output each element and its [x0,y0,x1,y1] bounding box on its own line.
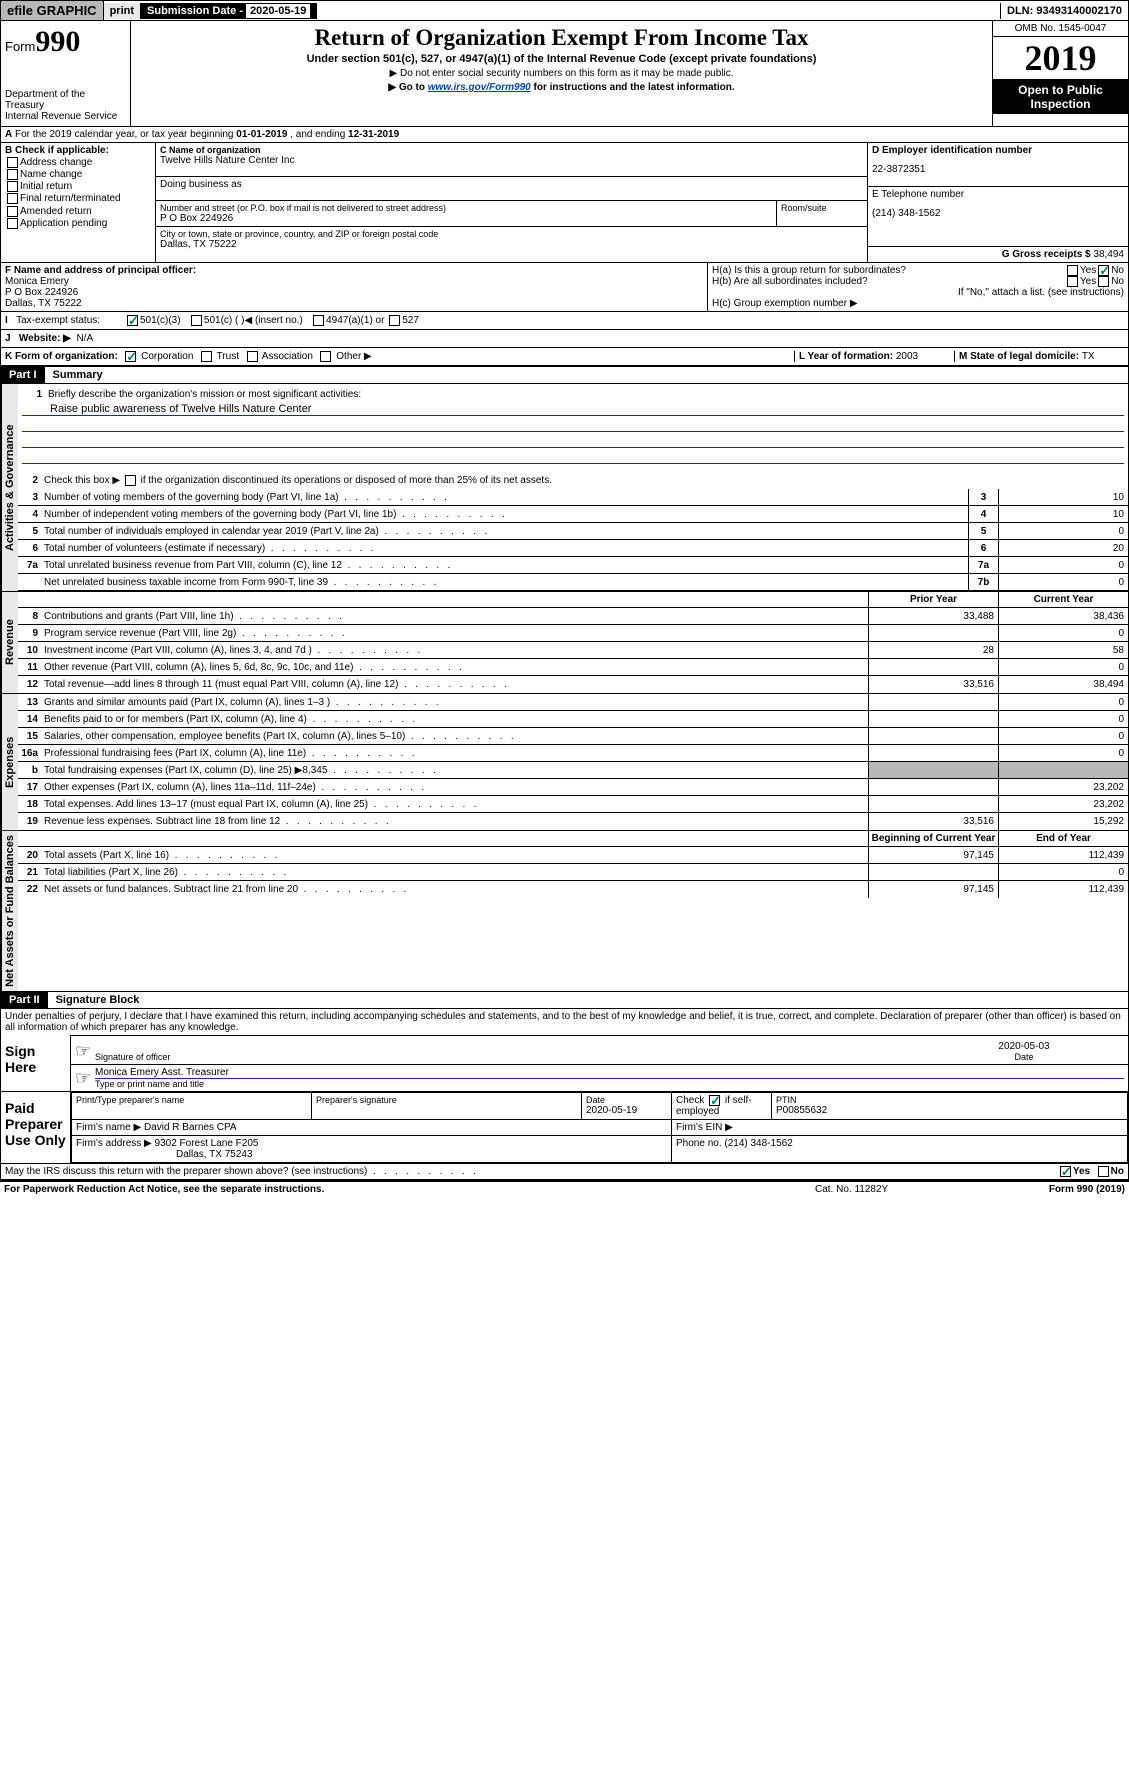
governance-label: Activities & Governance [1,384,18,591]
mission-text: Raise public awareness of Twelve Hills N… [22,403,1124,416]
paperwork-notice: For Paperwork Reduction Act Notice, see … [0,1180,1129,1197]
col-b-checkboxes: B Check if applicable: Address change Na… [1,143,156,262]
h-b-question: H(b) Are all subordinates included? [712,276,1065,287]
line-row: b Total fundraising expenses (Part IX, c… [18,762,1128,779]
phone-row: E Telephone number (214) 348-1562 [868,187,1128,247]
tax-status-row: I Tax-exempt status: 501(c)(3) 501(c) ( … [0,312,1129,330]
form-subtitle-3: ▶ Go to www.irs.gov/Form990 for instruct… [135,82,988,93]
other-checkbox[interactable] [320,351,331,362]
corp-checkbox[interactable] [125,351,136,362]
line-row: 10 Investment income (Part VIII, column … [18,642,1128,659]
checkbox-amended-return[interactable]: Amended return [5,206,151,217]
4947-checkbox[interactable] [313,315,324,326]
form-title: Return of Organization Exempt From Incom… [135,25,988,51]
checkbox-initial-return[interactable]: Initial return [5,181,151,192]
officer-block: F Name and address of principal officer:… [0,263,1129,312]
trust-checkbox[interactable] [201,351,212,362]
q1-text: Briefly describe the organization's miss… [46,388,1124,401]
instructions-link[interactable]: www.irs.gov/Form990 [428,82,531,93]
line-row: 20 Total assets (Part X, line 16) 97,145… [18,847,1128,864]
net-assets-section: Net Assets or Fund Balances Beginning of… [0,830,1129,992]
line-row: 3 Number of voting members of the govern… [18,489,1128,506]
527-checkbox[interactable] [389,315,400,326]
501c3-checkbox[interactable] [127,315,138,326]
dba-row: Doing business as [156,177,867,201]
tax-year: 2019 [993,37,1128,80]
line-row: 19 Revenue less expenses. Subtract line … [18,813,1128,830]
assoc-checkbox[interactable] [247,351,258,362]
501c-checkbox[interactable] [191,315,202,326]
signature-block: Under penalties of perjury, I declare th… [0,1009,1129,1164]
line-row: 21 Total liabilities (Part X, line 26) 0 [18,864,1128,881]
top-bar: efile GRAPHIC print Submission Date - 20… [0,0,1129,21]
q2-text: Check this box ▶ if the organization dis… [42,474,1128,487]
public-inspection-badge: Open to Public Inspection [993,80,1128,114]
line-row: 5 Total number of individuals employed i… [18,523,1128,540]
declaration-text: Under penalties of perjury, I declare th… [1,1009,1128,1035]
line-row: 18 Total expenses. Add lines 13–17 (must… [18,796,1128,813]
checkbox-application-pending[interactable]: Application pending [5,218,151,229]
ein-row: D Employer identification number 22-3872… [868,143,1128,187]
line-row: 15 Salaries, other compensation, employe… [18,728,1128,745]
efile-label: efile GRAPHIC [1,1,104,20]
discuss-row: May the IRS discuss this return with the… [0,1164,1129,1180]
revenue-section: Revenue Prior YearCurrent Year 8 Contrib… [0,591,1129,693]
line-row: 12 Total revenue—add lines 8 through 11 … [18,676,1128,693]
org-name-row: C Name of organization Twelve Hills Natu… [156,143,867,177]
sign-here-label: Sign Here [1,1035,71,1091]
city-row: City or town, state or province, country… [156,227,867,252]
preparer-table: Print/Type preparer's name Preparer's si… [71,1092,1128,1163]
revenue-label: Revenue [1,592,18,693]
main-info-block: B Check if applicable: Address change Na… [0,143,1129,263]
dept-label: Department of the Treasury Internal Reve… [5,89,126,122]
line-row: Net unrelated business taxable income fr… [18,574,1128,591]
line-row: 8 Contributions and grants (Part VIII, l… [18,608,1128,625]
line-row: 13 Grants and similar amounts paid (Part… [18,694,1128,711]
line-row: 22 Net assets or fund balances. Subtract… [18,881,1128,898]
line-row: 9 Program service revenue (Part VIII, li… [18,625,1128,642]
line-row: 14 Benefits paid to or for members (Part… [18,711,1128,728]
dln-label: DLN: 93493140002170 [1000,3,1128,19]
part2-header-row: Part II Signature Block [0,992,1129,1009]
k-org-row: K Form of organization: Corporation Trus… [0,348,1129,367]
checkbox-final-return[interactable]: Final return/terminated [5,193,151,204]
line-row: 7a Total unrelated business revenue from… [18,557,1128,574]
street-address: Number and street (or P.O. box if mail i… [156,201,777,226]
paid-preparer-label: Paid Preparer Use Only [1,1092,71,1163]
expenses-section: Expenses 13 Grants and similar amounts p… [0,693,1129,830]
checkbox-address-change[interactable]: Address change [5,157,151,168]
q2-checkbox[interactable] [125,475,136,486]
row-a-tax-year: A For the 2019 calendar year, or tax yea… [0,127,1129,143]
hb-yes-checkbox[interactable] [1067,276,1078,287]
net-assets-label: Net Assets or Fund Balances [1,831,18,991]
omb-number: OMB No. 1545-0047 [993,21,1128,37]
print-button[interactable]: print [104,3,141,19]
form-number: Form990 [5,25,126,59]
checkbox-name-change[interactable]: Name change [5,169,151,180]
h-c-question: H(c) Group exemption number ▶ [712,298,1124,309]
ha-no-checkbox[interactable] [1098,265,1109,276]
h-note: If "No," attach a list. (see instruction… [712,287,1124,298]
ha-yes-checkbox[interactable] [1067,265,1078,276]
discuss-yes-checkbox[interactable] [1060,1166,1071,1177]
form-subtitle-2: ▶ Do not enter social security numbers o… [135,68,988,79]
line-row: 16a Professional fundraising fees (Part … [18,745,1128,762]
hb-no-checkbox[interactable] [1098,276,1109,287]
part1-header-row: Part I Summary [0,367,1129,384]
submission-date-label: Submission Date - 2020-05-19 [141,3,317,19]
line-row: 17 Other expenses (Part IX, column (A), … [18,779,1128,796]
form-header: Form990 Department of the Treasury Inter… [0,21,1129,127]
self-employed-checkbox[interactable] [709,1095,720,1106]
gross-receipts: G Gross receipts $ 38,494 [868,247,1128,262]
room-suite: Room/suite [777,201,867,226]
form-subtitle-1: Under section 501(c), 527, or 4947(a)(1)… [135,53,988,65]
line-row: 11 Other revenue (Part VIII, column (A),… [18,659,1128,676]
website-row: J Website: ▶ N/A [0,330,1129,348]
line-row: 6 Total number of volunteers (estimate i… [18,540,1128,557]
h-a-question: H(a) Is this a group return for subordin… [712,265,1065,276]
expenses-label: Expenses [1,694,18,830]
governance-section: Activities & Governance 1Briefly describ… [0,384,1129,591]
discuss-no-checkbox[interactable] [1098,1166,1109,1177]
line-row: 4 Number of independent voting members o… [18,506,1128,523]
